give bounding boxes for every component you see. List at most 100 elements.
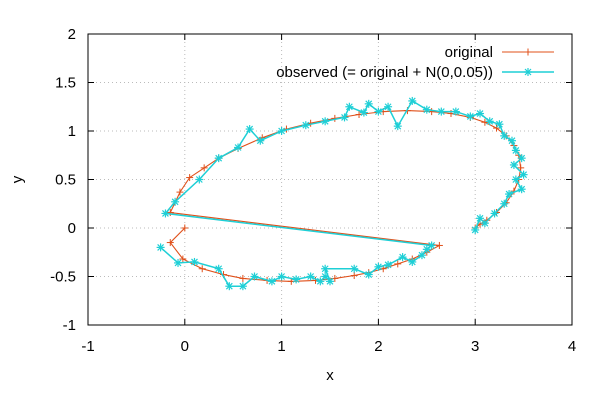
data-point-1 (485, 117, 494, 126)
series-layer (156, 96, 528, 291)
data-point-0 (181, 224, 189, 232)
data-point-1 (480, 219, 489, 228)
series-line-0 (169, 110, 522, 282)
data-point-1 (238, 282, 247, 291)
data-point-1 (256, 136, 265, 145)
data-point-1 (340, 113, 349, 122)
y-tick-label: -1 (63, 317, 76, 334)
data-point-1 (214, 264, 223, 273)
data-point-1 (321, 264, 330, 273)
data-point-1 (384, 260, 393, 269)
data-point-1 (374, 262, 383, 271)
data-point-1 (359, 108, 368, 117)
data-point-1 (451, 107, 460, 116)
data-point-0 (176, 188, 184, 196)
series-line-1 (160, 99, 525, 287)
data-point-1 (277, 127, 286, 135)
data-point-1 (517, 154, 526, 163)
legend: original observed (= original + N(0,0.05… (276, 44, 554, 81)
data-point-1 (393, 122, 402, 131)
data-point-1 (195, 175, 204, 184)
y-tick-label: 1.5 (55, 75, 76, 92)
series-0 (166, 107, 525, 285)
data-point-0 (200, 164, 208, 172)
data-point-1 (408, 257, 417, 266)
data-point-1 (476, 109, 485, 118)
data-point-1 (384, 102, 393, 111)
data-point-1 (190, 257, 199, 266)
data-point-1 (427, 241, 436, 250)
data-point-0 (166, 239, 174, 247)
data-point-1 (174, 258, 183, 267)
data-point-1 (466, 112, 475, 121)
data-point-1 (234, 143, 243, 152)
y-tick-labels: -1 -0.5 0 0.5 1 1.5 2 (50, 26, 76, 334)
x-tick-label: 1 (277, 338, 285, 355)
data-point-1 (437, 107, 446, 116)
legend-swatch-marker-0 (524, 48, 532, 56)
y-tick-label: 0.5 (55, 172, 76, 189)
data-point-1 (417, 251, 426, 260)
data-point-1 (250, 272, 259, 281)
data-point-1 (345, 102, 354, 111)
y-tick-label: 1 (68, 123, 76, 140)
data-point-1 (156, 243, 165, 252)
y-tick-label: -0.5 (50, 269, 76, 286)
y-tick-label: 2 (68, 26, 76, 43)
data-point-0 (179, 255, 187, 263)
data-point-0 (239, 274, 247, 282)
x-axis-label: x (326, 367, 334, 384)
data-point-0 (350, 272, 358, 280)
data-point-1 (374, 107, 383, 116)
data-point-1 (408, 96, 417, 105)
data-point-1 (306, 272, 315, 281)
data-point-1 (422, 245, 431, 254)
x-tick-labels: -1 0 1 2 3 4 (81, 338, 576, 355)
data-point-0 (166, 208, 174, 216)
data-point-1 (507, 136, 516, 145)
data-point-1 (511, 146, 520, 155)
legend-swatch-marker-1 (524, 68, 532, 76)
data-point-1 (500, 199, 509, 208)
grid (88, 34, 572, 325)
data-point-0 (517, 164, 525, 172)
y-tick-label: 0 (68, 220, 76, 237)
data-point-1 (161, 209, 170, 218)
data-point-1 (245, 125, 254, 134)
data-point-1 (500, 131, 509, 140)
data-point-1 (509, 160, 518, 169)
data-point-1 (301, 121, 310, 130)
data-point-1 (495, 120, 504, 129)
data-point-1 (321, 117, 330, 126)
series-1 (156, 96, 528, 291)
x-tick-label: -1 (81, 338, 94, 355)
x-tick-label: 4 (568, 338, 576, 355)
y-axis-label: y (9, 175, 26, 183)
data-point-1 (225, 282, 234, 291)
data-point-1 (519, 170, 528, 179)
data-point-0 (435, 241, 443, 249)
data-point-1 (364, 270, 373, 279)
data-point-1 (471, 225, 480, 234)
data-point-0 (186, 174, 194, 182)
legend-label-observed: observed (= original + N(0,0.05)) (276, 64, 493, 81)
data-point-1 (490, 209, 499, 218)
data-point-1 (398, 253, 407, 262)
x-tick-label: 3 (471, 338, 479, 355)
data-point-1 (422, 105, 431, 114)
data-point-0 (394, 260, 402, 268)
data-point-1 (267, 277, 276, 286)
data-point-1 (476, 214, 485, 223)
data-point-1 (350, 264, 359, 273)
data-point-1 (277, 272, 286, 281)
data-point-0 (481, 118, 489, 126)
data-point-1 (517, 185, 526, 194)
axis-ticks (87, 33, 573, 326)
data-point-0 (198, 265, 206, 273)
data-point-1 (292, 275, 301, 284)
data-point-1 (511, 175, 520, 184)
legend-label-original: original (445, 44, 493, 61)
data-point-1 (505, 190, 514, 199)
x-tick-label: 0 (181, 338, 189, 355)
